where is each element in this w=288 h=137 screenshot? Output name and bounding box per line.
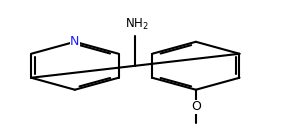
Text: NH$_2$: NH$_2$ [125, 16, 149, 32]
Text: N: N [70, 35, 79, 48]
Text: O: O [191, 100, 201, 113]
